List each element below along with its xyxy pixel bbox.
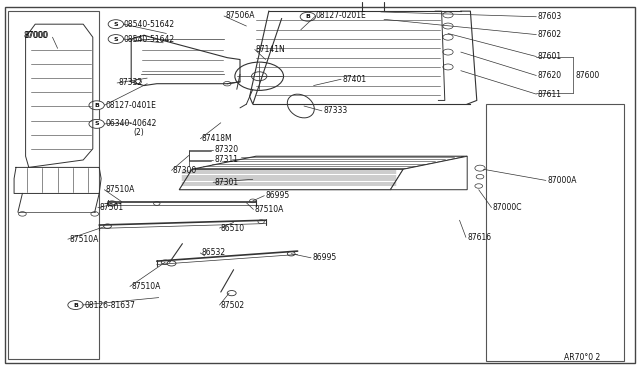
Circle shape	[89, 101, 104, 110]
Circle shape	[154, 202, 160, 205]
Circle shape	[68, 301, 83, 310]
Text: B: B	[73, 302, 78, 308]
Ellipse shape	[287, 94, 314, 118]
Circle shape	[108, 35, 124, 44]
Circle shape	[476, 174, 484, 179]
Text: AR70°0 2: AR70°0 2	[564, 353, 600, 362]
Text: S: S	[94, 121, 99, 126]
Text: 87510A: 87510A	[131, 282, 161, 291]
Text: 08127-0401E: 08127-0401E	[106, 101, 156, 110]
Text: S: S	[113, 22, 118, 27]
Text: 87333: 87333	[323, 106, 348, 115]
Text: 87401: 87401	[342, 75, 367, 84]
Text: 87311: 87311	[214, 155, 239, 164]
Text: 87300: 87300	[173, 166, 197, 175]
Text: 87000: 87000	[24, 31, 49, 40]
Circle shape	[250, 199, 256, 203]
Text: B: B	[94, 103, 99, 108]
Circle shape	[134, 80, 141, 84]
Circle shape	[19, 212, 26, 216]
Text: 86532: 86532	[202, 248, 226, 257]
Text: 87000A: 87000A	[547, 176, 577, 185]
Text: 08127-0201E: 08127-0201E	[316, 12, 366, 20]
Circle shape	[91, 212, 99, 216]
Text: 87141N: 87141N	[256, 45, 285, 54]
Text: 87616: 87616	[467, 233, 492, 242]
Text: 86510: 86510	[221, 224, 245, 232]
Text: 87603: 87603	[538, 12, 562, 21]
Text: (2): (2)	[133, 128, 144, 137]
Circle shape	[443, 23, 453, 29]
Circle shape	[252, 72, 267, 81]
Polygon shape	[179, 169, 403, 190]
Bar	[8, 11, 99, 359]
Text: 08126-81637: 08126-81637	[84, 301, 135, 310]
Text: 08540-51642: 08540-51642	[124, 20, 175, 29]
Polygon shape	[192, 156, 467, 169]
Text: 87000: 87000	[23, 31, 47, 40]
Circle shape	[161, 260, 169, 264]
Circle shape	[223, 81, 231, 86]
Text: 87600: 87600	[576, 71, 600, 80]
Circle shape	[443, 49, 453, 55]
Circle shape	[104, 224, 111, 228]
Circle shape	[108, 201, 116, 206]
Text: 87301: 87301	[214, 178, 239, 187]
Text: 06340-40642: 06340-40642	[106, 119, 157, 128]
Text: 87510A: 87510A	[255, 205, 284, 214]
Circle shape	[443, 12, 453, 18]
Text: 08540-51642: 08540-51642	[124, 35, 175, 44]
Text: S: S	[113, 36, 118, 42]
Circle shape	[475, 165, 485, 171]
Text: 87510A: 87510A	[69, 235, 99, 244]
Text: 86995: 86995	[266, 191, 290, 200]
Circle shape	[287, 251, 295, 256]
Circle shape	[227, 291, 236, 296]
Text: 87501: 87501	[99, 203, 124, 212]
Circle shape	[443, 64, 453, 70]
Text: 87320: 87320	[214, 145, 239, 154]
Text: 87000C: 87000C	[493, 203, 522, 212]
Circle shape	[89, 119, 104, 128]
Bar	[486, 104, 624, 361]
Text: 87506A: 87506A	[225, 12, 255, 20]
Circle shape	[475, 184, 483, 188]
Text: 86995: 86995	[312, 253, 337, 262]
Circle shape	[258, 220, 264, 224]
Text: 87611: 87611	[538, 90, 562, 99]
Circle shape	[300, 12, 316, 21]
Text: 87418M: 87418M	[202, 134, 232, 143]
Circle shape	[235, 62, 284, 90]
Circle shape	[134, 37, 141, 41]
Text: B: B	[305, 14, 310, 19]
Text: 87510A: 87510A	[106, 185, 135, 194]
Text: 87502: 87502	[221, 301, 245, 310]
Polygon shape	[390, 156, 467, 190]
Circle shape	[443, 34, 453, 40]
Circle shape	[108, 20, 124, 29]
Text: 87332: 87332	[118, 78, 143, 87]
Text: 87601: 87601	[538, 52, 562, 61]
Circle shape	[167, 261, 176, 266]
Text: 87620: 87620	[538, 71, 562, 80]
Text: 87602: 87602	[538, 30, 562, 39]
